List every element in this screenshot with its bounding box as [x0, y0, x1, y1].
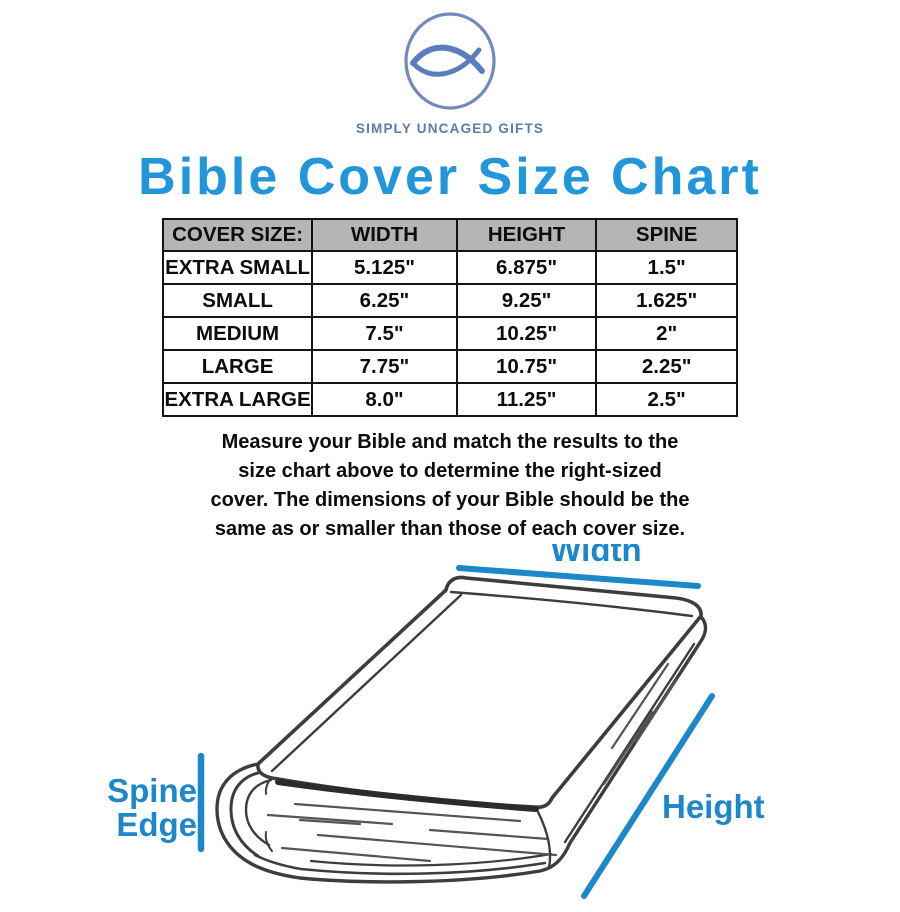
cell-size: MEDIUM	[161, 316, 314, 351]
cell-height: 9.25"	[455, 283, 598, 318]
cell-spine: 2"	[595, 316, 738, 351]
cell-size: EXTRA SMALL	[161, 250, 314, 285]
cell-width: 7.75"	[311, 349, 458, 384]
header-width: WIDTH	[311, 218, 458, 252]
cell-spine: 2.5"	[595, 382, 738, 417]
note-line: cover. The dimensions of your Bible shou…	[210, 489, 690, 511]
note-line: same as or smaller than those of each co…	[214, 518, 686, 540]
cell-width: 8.0"	[311, 382, 458, 417]
cell-width: 7.5"	[311, 316, 458, 351]
cell-spine: 1.5"	[595, 250, 738, 285]
header-spine: SPINE	[595, 218, 738, 252]
size-table: COVER SIZE: WIDTH HEIGHT SPINE EXTRA SMA…	[161, 218, 738, 417]
note-line: size chart above to determine the right-…	[238, 460, 662, 482]
book-line-art	[215, 575, 708, 884]
cell-size: LARGE	[161, 349, 314, 384]
spine-label-line1: Spine	[107, 772, 197, 809]
cell-height: 11.25"	[455, 382, 598, 417]
width-measure-line	[456, 565, 701, 589]
brand-name: SIMPLY UNCAGED GIFTS	[355, 121, 545, 136]
note-text: Measure your Bible and match the results…	[211, 428, 690, 544]
ichthys-fish-icon	[404, 12, 496, 110]
table-row: EXTRA SMALL 5.125" 6.875" 1.5"	[161, 250, 738, 285]
table-row: EXTRA LARGE 8.0" 11.25" 2.5"	[161, 382, 738, 417]
cell-spine: 1.625"	[595, 283, 738, 318]
table-row: LARGE 7.75" 10.75" 2.25"	[161, 349, 738, 384]
cell-height: 10.75"	[455, 349, 598, 384]
cell-width: 6.25"	[311, 283, 458, 318]
cell-height: 6.875"	[455, 250, 598, 285]
book-diagram: Width Spine Edge Height	[0, 544, 900, 912]
page-texture-lines	[266, 662, 678, 863]
table-row: SMALL 6.25" 9.25" 1.625"	[161, 283, 738, 318]
cell-spine: 2.25"	[595, 349, 738, 384]
page-title: Bible Cover Size Chart	[138, 148, 762, 206]
header-cover-size: COVER SIZE:	[161, 218, 314, 252]
table-header-row: COVER SIZE: WIDTH HEIGHT SPINE	[161, 218, 738, 252]
cell-size: EXTRA LARGE	[161, 382, 314, 417]
cell-size: SMALL	[161, 283, 314, 318]
cell-height: 10.25"	[455, 316, 598, 351]
book-measurement-drawing: Width Spine Edge Height	[107, 544, 765, 899]
width-label: Width	[550, 544, 641, 568]
spine-label-line2: Edge	[116, 806, 197, 843]
header-height: HEIGHT	[455, 218, 598, 252]
note-line: Measure your Bible and match the results…	[221, 431, 679, 453]
logo: SIMPLY UNCAGED GIFTS	[356, 0, 544, 136]
cell-width: 5.125"	[311, 250, 458, 285]
measurement-overlays: Width Spine Edge Height	[107, 544, 765, 899]
height-label: Height	[662, 788, 765, 825]
table-row: MEDIUM 7.5" 10.25" 2"	[161, 316, 738, 351]
height-measure-line	[581, 693, 715, 899]
